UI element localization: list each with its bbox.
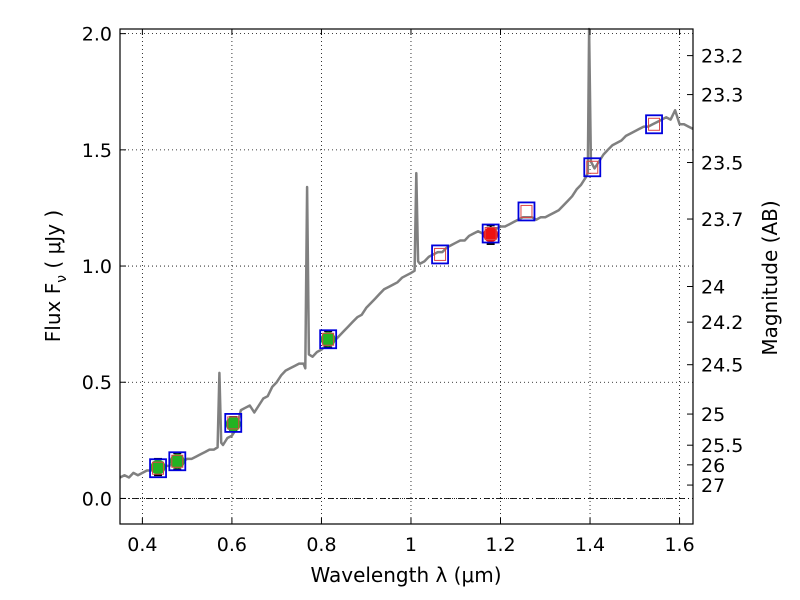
mag-tick-label: 23.5 [701, 153, 743, 175]
model-square [431, 244, 449, 265]
model-square [224, 413, 243, 433]
model-square [168, 451, 187, 472]
right-axis-label: Magnitude (AB) [758, 200, 782, 355]
mag-tick-label: 23.3 [701, 85, 743, 107]
axes-frame [119, 28, 694, 525]
model-square-inner [648, 117, 661, 131]
model-square-inner [434, 247, 447, 261]
x-tick-label: 1.4 [575, 534, 605, 556]
y-tick-label: 1.5 [82, 140, 112, 162]
mag-tick-label: 24.2 [701, 312, 743, 334]
optical-point [169, 453, 185, 469]
model-square-inner [322, 332, 335, 346]
model-square [319, 329, 338, 350]
mag-tick-label: 24.5 [701, 355, 743, 377]
mag-tick-label: 23.2 [701, 46, 743, 68]
mag-tick-label: 24 [701, 276, 725, 298]
x-tick-label: 0.6 [217, 534, 247, 556]
model-square-inner [171, 454, 184, 468]
mag-tick-label: 23.7 [701, 209, 743, 231]
y-axis-label-units: ( μJy ) [41, 210, 65, 275]
x-tick-label: 1.2 [485, 534, 515, 556]
y-axis-label: Flux Fν ( μJy ) [41, 210, 70, 342]
y-tick-label: 2.0 [82, 24, 112, 46]
y-axis-label-sub: ν [54, 275, 70, 283]
model-square [481, 223, 500, 244]
model-square [583, 157, 602, 178]
model-square-inner [152, 461, 165, 475]
model-square-inner [227, 416, 240, 430]
model-square [645, 114, 663, 135]
model-square-inner [586, 160, 599, 174]
optical-point [225, 416, 241, 432]
grid [120, 29, 693, 524]
mag-tick-label: 26 [701, 455, 725, 477]
x-ticks: 0.4 0.6 0.8 1 1.2 1.4 1.6 [127, 29, 695, 556]
x-tick-label: 0.4 [127, 534, 157, 556]
mag-tick-label: 25 [701, 404, 725, 426]
x-tick-label: 0.8 [306, 534, 336, 556]
model-square-inner [484, 227, 497, 241]
spectrum-layer [119, 27, 694, 479]
y-ticks: 0.0 0.5 1.0 1.5 2.0 [82, 24, 126, 510]
optical-point [320, 331, 336, 347]
spectrum-line [119, 27, 694, 479]
model-square-layer [149, 114, 663, 479]
model-square [517, 201, 536, 222]
optical-point [150, 459, 166, 475]
mag-tick-label: 25.5 [701, 435, 743, 457]
y-tick-label: 0.5 [82, 372, 112, 394]
x-tick-label: 1 [405, 534, 417, 556]
plot-frame [119, 28, 694, 525]
model-square-inner [520, 204, 533, 218]
y-axis-label-main: Flux F [41, 283, 65, 342]
mag-tick-label: 27 [701, 475, 725, 497]
y-tick-label: 1.0 [82, 256, 112, 278]
x-axis-label: Wavelength λ (μm) [310, 563, 501, 587]
nir-point [483, 227, 499, 243]
x-tick-label: 1.6 [664, 534, 694, 556]
y-tick-label: 0.0 [82, 488, 112, 510]
model-square [149, 458, 167, 479]
